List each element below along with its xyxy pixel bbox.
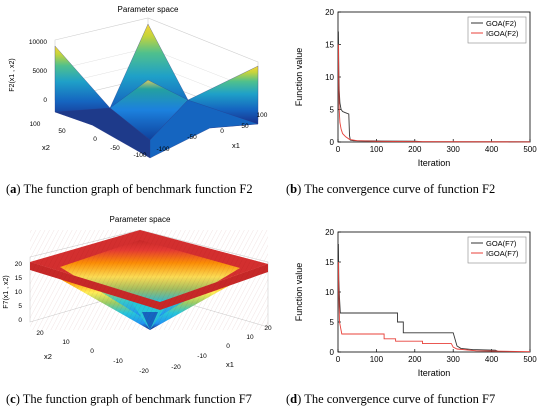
- y-tick-label: 10: [325, 73, 334, 82]
- x-tick-label: 100: [370, 355, 384, 364]
- y-axis-label: Function value: [294, 263, 304, 322]
- y-tick-label: 20: [325, 8, 334, 17]
- caption-letter: a: [10, 182, 17, 196]
- legend-box: [467, 16, 527, 44]
- y-tick: -100: [133, 152, 146, 159]
- x-tick-label: 0: [336, 355, 341, 364]
- caption-text: The function graph of benchmark function…: [23, 182, 253, 196]
- x-tick: 50: [241, 123, 249, 130]
- x-tick: 10: [246, 334, 254, 341]
- x-tick-label: 200: [408, 145, 422, 154]
- x-tick-label: 300: [447, 145, 461, 154]
- caption-letter: d: [290, 392, 298, 406]
- z-tick: 0: [18, 317, 22, 324]
- y-tick: -20: [139, 368, 149, 375]
- y-tick-label: 0: [330, 348, 335, 357]
- y-tick-label: 10: [325, 288, 334, 297]
- caption-c: (c) The function graph of benchmark func…: [6, 392, 252, 406]
- z-axis-label: F2(x1 , x2): [9, 58, 16, 91]
- legend-label: IGOA(F2): [486, 29, 519, 38]
- legend-label: GOA(F7): [486, 239, 517, 248]
- x-tick: 0: [226, 343, 230, 350]
- x-tick-label: 0: [336, 145, 341, 154]
- legend-box: [467, 236, 527, 264]
- caption-text: The convergence curve of function F7: [304, 392, 496, 406]
- y-tick-label: 15: [325, 41, 334, 50]
- y-tick: 10: [62, 339, 70, 346]
- f2-surface: [54, 23, 259, 159]
- y-tick: 50: [58, 128, 66, 135]
- y-tick: -50: [110, 145, 120, 152]
- x-tick-label: 400: [485, 355, 499, 364]
- series-line: [337, 261, 531, 353]
- y-tick: -10: [113, 358, 123, 365]
- z-tick: 15: [15, 275, 23, 282]
- y-tick: 20: [36, 330, 44, 337]
- z-tick: 0: [43, 97, 47, 104]
- legend-label: IGOA(F7): [486, 249, 519, 258]
- x-tick: -20: [171, 364, 181, 371]
- y-tick-label: 20: [325, 228, 334, 237]
- y-tick-label: 5: [330, 318, 335, 327]
- z-axis-label: F7(x1 , x2): [3, 275, 10, 308]
- z-tick: 5: [18, 303, 22, 310]
- x-tick-label: 200: [408, 355, 422, 364]
- x-axis-label: Iteration: [418, 158, 451, 168]
- x-tick-label: 300: [447, 355, 461, 364]
- z-tick: 10000: [29, 39, 47, 46]
- z-tick: 5000: [33, 68, 48, 75]
- y-tick: 0: [93, 136, 97, 143]
- y-tick: 0: [90, 348, 94, 355]
- caption-a: (a) The function graph of benchmark func…: [6, 182, 253, 196]
- z-tick: 10: [15, 289, 23, 296]
- surface-plot-f2: Parameter space 10000 5000 0 F2(x1 , x2)…: [9, 5, 268, 159]
- x-tick: -10: [197, 353, 207, 360]
- f7-surface: [30, 230, 268, 330]
- x-tick: 0: [220, 128, 224, 135]
- legend-label: GOA(F2): [486, 19, 517, 28]
- surface-plot-f7: Parameter space 20 15 10 5 0 F7(x1 , x2)…: [3, 215, 272, 375]
- surface-title: Parameter space: [118, 5, 179, 14]
- y-tick-label: 15: [325, 258, 334, 267]
- caption-letter: c: [10, 392, 16, 406]
- x-tick: 100: [257, 112, 268, 119]
- series-line: [337, 44, 531, 143]
- x-tick: -100: [156, 146, 169, 153]
- caption-text: The convergence curve of function F2: [304, 182, 496, 196]
- y-axis-label: x2: [44, 352, 52, 361]
- x-tick-label: 500: [523, 355, 537, 364]
- series-line: [337, 243, 530, 353]
- y-axis-label: x2: [42, 143, 50, 152]
- x-axis-label: Iteration: [418, 368, 451, 378]
- caption-letter: b: [290, 182, 298, 196]
- caption-d: (d) The convergence curve of function F7: [286, 392, 496, 406]
- x-axis-label: x1: [232, 141, 240, 150]
- caption-text: The function graph of benchmark function…: [22, 392, 252, 406]
- x-tick: 20: [264, 325, 272, 332]
- x-tick-label: 400: [485, 145, 499, 154]
- x-tick-label: 100: [370, 145, 384, 154]
- x-tick: -50: [187, 134, 197, 141]
- y-tick-label: 5: [330, 106, 335, 115]
- y-tick-label: 0: [330, 138, 335, 147]
- surface-title: Parameter space: [110, 215, 171, 224]
- series-line: [337, 31, 530, 143]
- caption-b: (b) The convergence curve of function F2: [286, 182, 496, 196]
- x-axis-label: x1: [226, 360, 234, 369]
- y-axis-label: Function value: [294, 48, 304, 107]
- x-tick-label: 500: [523, 145, 537, 154]
- y-tick: 100: [30, 121, 41, 128]
- z-tick: 20: [15, 261, 23, 268]
